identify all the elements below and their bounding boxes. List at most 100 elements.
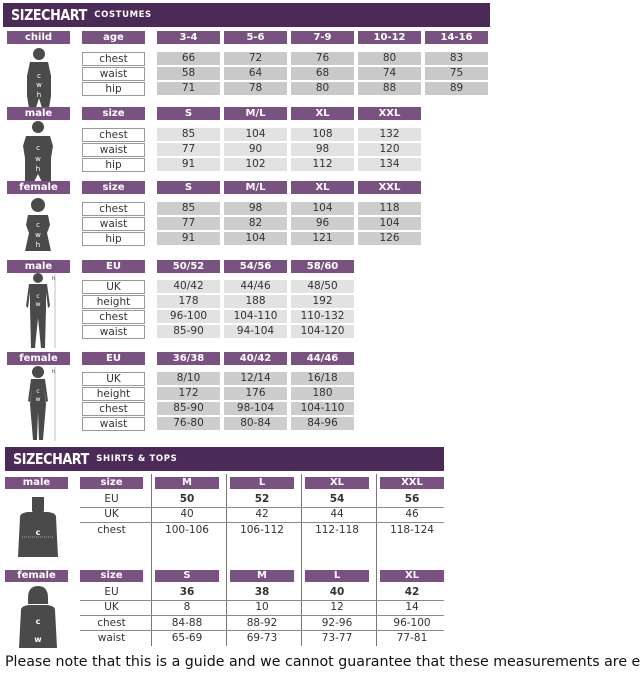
column-divider <box>376 474 377 562</box>
group-label-female: female <box>7 352 70 365</box>
male-shirt-silhouette-icon: c <box>14 493 62 563</box>
measure-value: 126 <box>358 232 421 245</box>
measure-value: 96-100 <box>393 616 431 629</box>
measure-value: 104 <box>358 217 421 230</box>
measure-label: hip <box>82 82 145 96</box>
column-divider <box>151 474 152 562</box>
key-header: EU <box>82 352 145 365</box>
size-header: XXL <box>380 477 444 489</box>
measure-value: 88 <box>358 82 421 95</box>
size-header: S <box>157 107 220 120</box>
row-divider <box>80 599 444 601</box>
measure-value: 42 <box>255 508 269 521</box>
measure-value: 104 <box>291 202 354 215</box>
measure-value: 100-106 <box>165 523 209 536</box>
measure-value: 80-84 <box>224 417 287 430</box>
measure-label: UK <box>104 508 119 521</box>
measure-label: chest <box>82 52 145 66</box>
size-header: 36/38 <box>157 352 220 365</box>
measure-value: 85-90 <box>157 402 220 415</box>
measure-value: 50 <box>179 493 195 505</box>
measure-label: UK <box>82 280 145 294</box>
disclaimer-note: Please note that this is a guide and we … <box>5 654 640 670</box>
measure-label: waist <box>82 325 145 339</box>
measure-value: 98 <box>224 202 287 215</box>
svg-text:c: c <box>36 528 41 537</box>
measure-label: chest <box>82 402 145 416</box>
svg-text:w: w <box>36 301 41 308</box>
measure-label: height <box>82 295 145 309</box>
measure-value: 77-81 <box>396 631 428 644</box>
svg-text:h: h <box>36 165 40 173</box>
measure-value: 56 <box>404 493 420 505</box>
svg-text:h: h <box>37 91 41 99</box>
measure-value: 91 <box>157 158 220 171</box>
size-header: 40/42 <box>224 352 287 365</box>
svg-text:w: w <box>34 635 42 644</box>
group-label-female: female <box>5 570 68 582</box>
key-header: EU <box>82 260 145 273</box>
measure-value: 118 <box>358 202 421 215</box>
measure-value: 40 <box>329 586 345 598</box>
svg-text:c: c <box>36 144 40 152</box>
group-label-male: male <box>5 477 68 489</box>
size-header: 54/56 <box>224 260 287 273</box>
size-header: M <box>230 570 294 582</box>
measure-value: 88-92 <box>246 616 278 629</box>
measure-value: 84-88 <box>171 616 203 629</box>
group-label-child: child <box>7 31 70 44</box>
size-header: 5-6 <box>224 31 287 44</box>
measure-label: height <box>82 387 145 401</box>
key-header: size <box>82 107 145 120</box>
measure-label: EU <box>104 586 119 598</box>
measure-value: 96 <box>291 217 354 230</box>
measure-value: 12 <box>330 601 344 614</box>
measure-value: 40 <box>180 508 194 521</box>
measure-label: chest <box>82 310 145 324</box>
svg-text:w: w <box>36 396 41 403</box>
measure-value: 8 <box>183 601 191 614</box>
measure-value: 71 <box>157 82 220 95</box>
size-header: 10-12 <box>358 31 421 44</box>
measure-value: 75 <box>425 67 488 80</box>
size-header: XL <box>291 181 354 194</box>
measure-value: 44 <box>330 508 344 521</box>
measure-value: 72 <box>224 52 287 65</box>
measure-label: waist <box>82 143 145 157</box>
size-header: M/L <box>224 181 287 194</box>
measure-value: 10 <box>255 601 269 614</box>
group-label-male: male <box>7 107 70 120</box>
measure-value: 94-104 <box>224 325 287 338</box>
measure-value: 178 <box>157 295 220 308</box>
row-divider <box>80 521 444 523</box>
key-header: size <box>82 181 145 194</box>
svg-text:c: c <box>36 221 40 229</box>
size-header: 7-9 <box>291 31 354 44</box>
measure-label: UK <box>82 372 145 386</box>
measure-value: 104-120 <box>291 325 354 338</box>
measure-value: 90 <box>224 143 287 156</box>
svg-text:c: c <box>36 617 41 626</box>
measure-value: 58 <box>157 67 220 80</box>
measure-label: waist <box>82 67 145 81</box>
size-header: 58/60 <box>291 260 354 273</box>
size-header: 3-4 <box>157 31 220 44</box>
row-divider <box>80 614 444 616</box>
key-header: size <box>80 570 143 582</box>
measure-value: 12/14 <box>224 372 287 385</box>
measure-label: chest <box>97 616 126 629</box>
size-header: XL <box>291 107 354 120</box>
measure-value: 76-80 <box>157 417 220 430</box>
measure-value: 48/50 <box>291 280 354 293</box>
column-divider <box>376 562 377 646</box>
measure-value: 98-104 <box>224 402 287 415</box>
size-header: 50/52 <box>157 260 220 273</box>
key-header: size <box>80 477 143 489</box>
measure-value: 98 <box>291 143 354 156</box>
measure-value: 76 <box>291 52 354 65</box>
measure-label: waist <box>82 217 145 231</box>
measure-value: 80 <box>291 82 354 95</box>
